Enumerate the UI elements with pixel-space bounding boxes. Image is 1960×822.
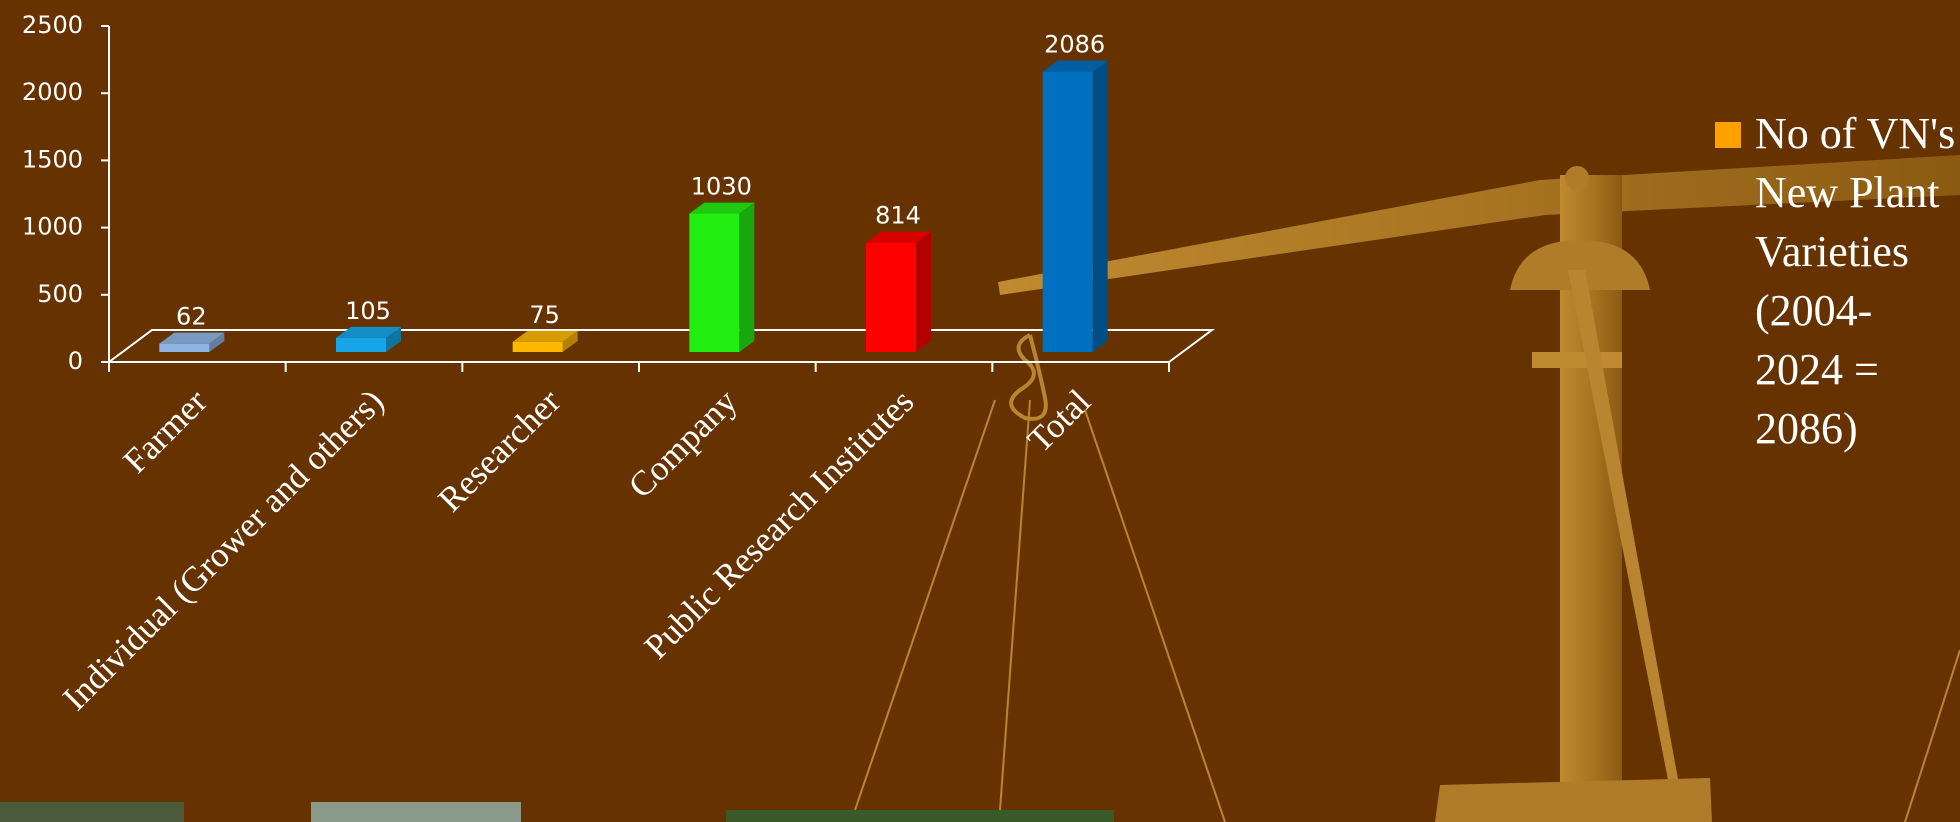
value-label: 75 <box>529 301 560 329</box>
bar-top <box>336 326 401 338</box>
x-tick-label: Company <box>621 381 745 505</box>
bar-top <box>512 330 578 342</box>
y-tick-label: 1000 <box>22 213 83 241</box>
bar-side <box>1092 60 1108 352</box>
legend: No of VN's New Plant Varieties (2004-202… <box>1715 104 1960 458</box>
x-tick-label: Total <box>1020 382 1098 460</box>
bar <box>1042 71 1093 352</box>
bar-side <box>739 202 755 352</box>
bar-side <box>386 326 401 352</box>
value-label: 62 <box>176 303 207 331</box>
value-label: 105 <box>345 297 391 325</box>
value-label: 814 <box>875 202 921 230</box>
photos <box>0 802 1114 822</box>
bar-top <box>1042 60 1108 72</box>
balance-scale <box>854 155 1960 822</box>
bar-top <box>159 332 225 344</box>
y-tick-label: 2500 <box>22 11 83 39</box>
value-label: 2086 <box>1044 31 1105 59</box>
legend-swatch <box>1715 122 1741 148</box>
x-tick-label: Individual (Grower and others) <box>55 382 391 718</box>
bar-top <box>866 231 931 243</box>
x-tick-label: Farmer <box>116 382 215 481</box>
value-label: 1030 <box>691 173 752 201</box>
y-tick-label: 1500 <box>22 145 83 173</box>
bar-side <box>209 332 225 352</box>
y-tick-label: 2000 <box>22 78 83 106</box>
bar <box>159 343 210 352</box>
y-tick-label: 500 <box>37 280 83 308</box>
bar <box>512 341 563 352</box>
bar <box>689 213 740 352</box>
x-tick-label: Researcher <box>431 382 569 520</box>
bar-side <box>916 231 931 352</box>
bar <box>336 337 386 352</box>
y-tick-label: 0 <box>68 347 83 375</box>
bar-top <box>689 202 755 214</box>
bar <box>866 242 916 352</box>
bar-side <box>562 330 578 352</box>
legend-label: No of VN's New Plant Varieties (2004-202… <box>1755 109 1956 453</box>
